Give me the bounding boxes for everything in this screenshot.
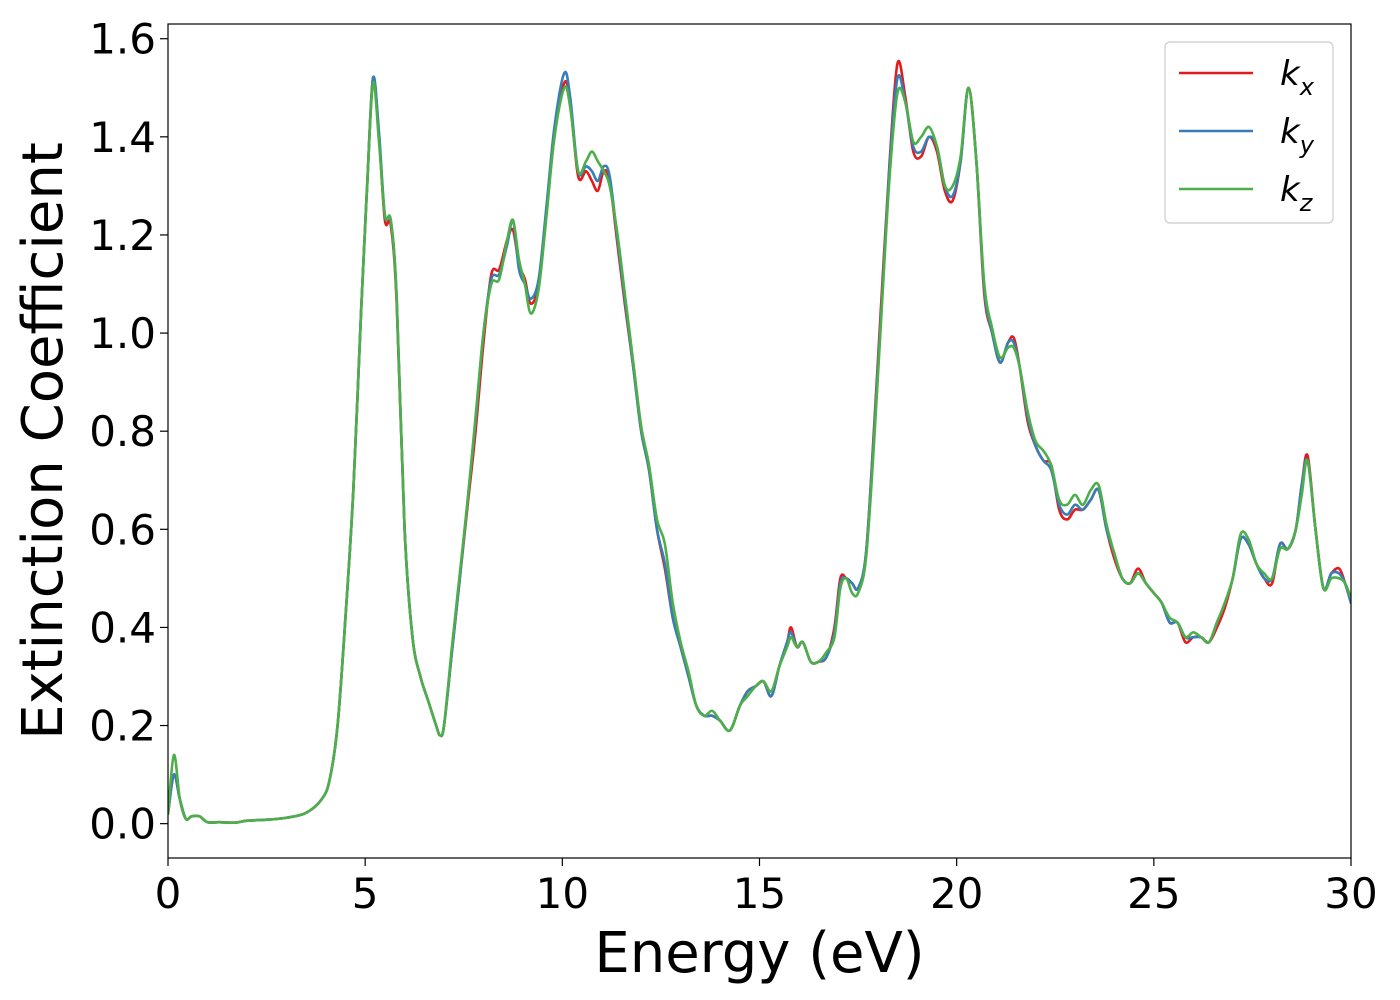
y-tick-label: 0.8 — [89, 407, 156, 456]
x-tick-label: 15 — [733, 869, 786, 918]
x-tick-label: 30 — [1324, 869, 1377, 918]
x-tick-label: 5 — [352, 869, 379, 918]
legend-box — [1164, 41, 1334, 224]
y-tick-label: 1.6 — [89, 15, 156, 64]
series-line-z — [168, 80, 1351, 825]
legend-label-subscript: x — [1299, 73, 1315, 101]
y-tick-label: 0.0 — [89, 800, 156, 849]
legend-label-base: k — [1280, 170, 1301, 210]
legend-label-base: k — [1280, 112, 1301, 152]
legend-label-subscript: y — [1299, 131, 1315, 159]
x-tick-label: 20 — [930, 869, 983, 918]
legend-label-z: kz — [1280, 170, 1314, 217]
legend-label-subscript: z — [1299, 189, 1314, 217]
legend-label-y: ky — [1280, 112, 1315, 159]
series-layer — [168, 59, 1351, 825]
y-tick-label: 0.6 — [89, 505, 156, 554]
legend-label-base: k — [1280, 54, 1301, 94]
x-axis-ticks: 0 5 10 15 20 25 30 — [155, 858, 1378, 918]
x-axis-label: Energy (eV) — [594, 921, 924, 986]
legend-label-x: kx — [1280, 54, 1315, 101]
y-tick-label: 1.2 — [89, 211, 156, 260]
y-axis-label: Extinction Coefficient — [11, 142, 76, 740]
x-tick-label: 10 — [536, 869, 589, 918]
x-tick-label: 0 — [155, 869, 182, 918]
y-tick-label: 0.4 — [89, 603, 156, 652]
x-tick-label: 25 — [1127, 869, 1180, 918]
y-tick-label: 1.4 — [89, 113, 156, 162]
y-axis-ticks: 0.0 0.2 0.4 0.6 0.8 1.0 1.2 1.4 1.6 — [89, 15, 168, 849]
y-tick-label: 1.0 — [89, 309, 156, 358]
y-tick-label: 0.2 — [89, 702, 156, 751]
